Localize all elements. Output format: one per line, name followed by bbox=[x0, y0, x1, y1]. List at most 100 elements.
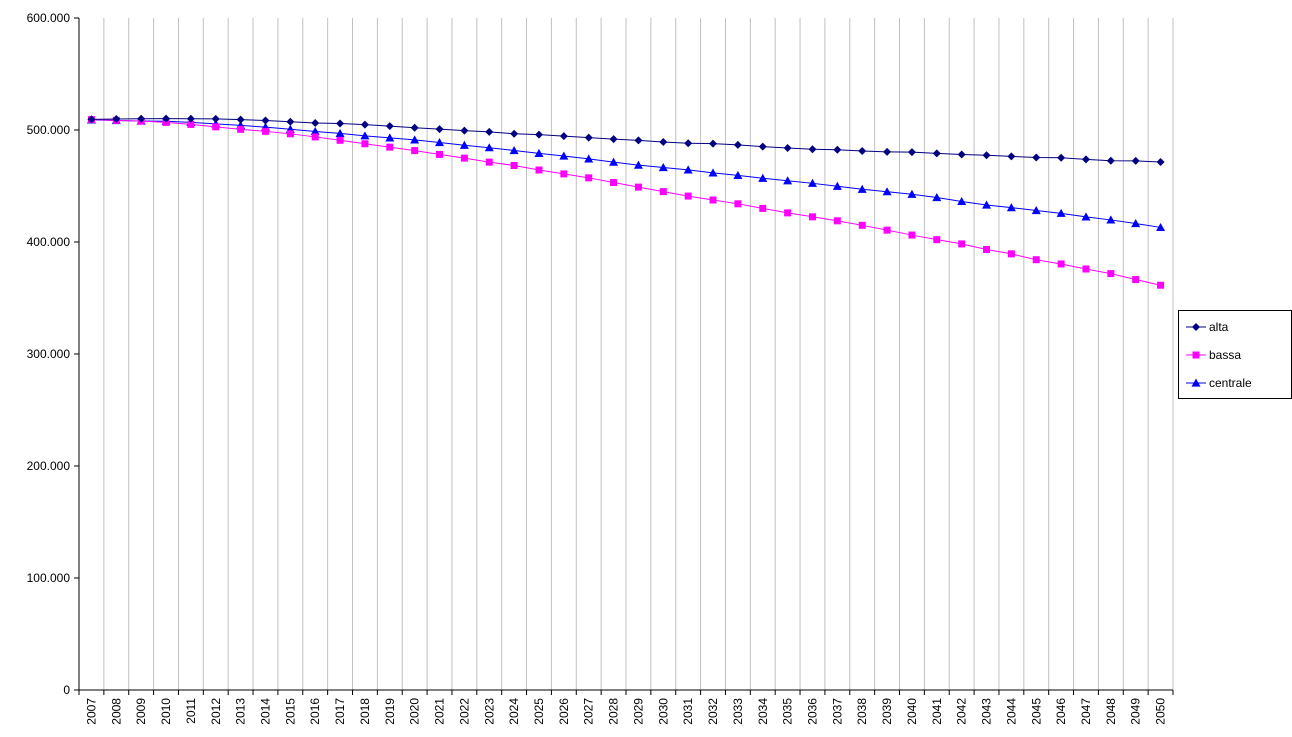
data-point-centrale bbox=[410, 135, 420, 144]
data-point-centrale bbox=[1031, 206, 1041, 215]
data-point-bassa bbox=[386, 143, 394, 151]
x-tick-label: 2017 bbox=[333, 698, 347, 725]
data-point-centrale bbox=[1131, 219, 1141, 228]
data-point-bassa bbox=[460, 154, 468, 162]
x-tick-label: 2038 bbox=[855, 698, 869, 725]
x-tick-label: 2023 bbox=[482, 698, 496, 725]
data-point-centrale bbox=[609, 157, 619, 166]
plot-area: 0 100.000 200.000 300.000 400.000 500.000 600.… bbox=[27, 11, 1174, 725]
data-point-alta bbox=[609, 135, 618, 144]
data-point-bassa bbox=[237, 125, 245, 133]
data-point-alta bbox=[907, 148, 916, 157]
data-point-alta bbox=[709, 139, 718, 148]
data-point-bassa bbox=[908, 231, 916, 239]
data-point-bassa bbox=[833, 217, 841, 225]
x-tick-label: 2029 bbox=[631, 698, 645, 725]
data-point-centrale bbox=[832, 181, 842, 190]
x-tick-label: 2046 bbox=[1054, 698, 1068, 725]
x-tick-label: 2014 bbox=[258, 698, 272, 725]
data-point-alta bbox=[87, 115, 96, 124]
data-point-centrale bbox=[1106, 215, 1116, 224]
data-point-centrale bbox=[857, 184, 867, 193]
y-tick-label: 600.000 bbox=[27, 11, 71, 25]
x-tick-label: 2024 bbox=[507, 698, 521, 725]
data-point-alta bbox=[360, 120, 369, 129]
data-point-alta bbox=[883, 147, 892, 156]
y-tick-label: 100.000 bbox=[27, 571, 71, 585]
data-point-alta bbox=[1081, 155, 1090, 164]
data-point-bassa bbox=[784, 209, 792, 217]
x-tick-label: 2009 bbox=[134, 698, 148, 725]
data-point-alta bbox=[162, 114, 171, 123]
data-point-alta bbox=[659, 137, 668, 146]
data-point-bassa bbox=[485, 158, 493, 166]
data-point-bassa bbox=[734, 200, 742, 208]
x-tick-label: 2041 bbox=[930, 698, 944, 725]
x-tick-label: 2047 bbox=[1079, 698, 1093, 725]
data-point-alta bbox=[410, 123, 419, 132]
data-point-alta bbox=[932, 149, 941, 158]
x-tick-label: 2035 bbox=[781, 698, 795, 725]
x-tick-label: 2011 bbox=[184, 698, 198, 724]
legend: alta bassa centrale bbox=[1178, 310, 1292, 399]
data-point-alta bbox=[435, 125, 444, 134]
x-tick-label: 2043 bbox=[980, 698, 994, 725]
data-point-alta bbox=[833, 145, 842, 154]
legend-item-bassa: bassa bbox=[1186, 348, 1241, 362]
data-point-bassa bbox=[610, 179, 618, 187]
x-tick-label: 2008 bbox=[109, 698, 123, 725]
data-point-bassa bbox=[1082, 265, 1090, 273]
data-point-centrale bbox=[484, 143, 494, 152]
data-point-bassa bbox=[883, 226, 891, 234]
data-point-centrale bbox=[360, 131, 370, 140]
data-point-bassa bbox=[286, 130, 294, 138]
x-tick-label: 2019 bbox=[383, 698, 397, 725]
x-tick-label: 2036 bbox=[805, 698, 819, 725]
data-point-bassa bbox=[808, 213, 816, 221]
data-point-alta bbox=[1156, 158, 1165, 167]
data-point-centrale bbox=[310, 126, 320, 136]
data-point-alta bbox=[634, 136, 643, 145]
data-point-centrale bbox=[683, 165, 693, 174]
x-tick-label: 2048 bbox=[1104, 698, 1118, 725]
data-point-bassa bbox=[1007, 250, 1015, 258]
data-point-alta bbox=[385, 122, 394, 131]
legend-item-alta: alta bbox=[1186, 320, 1229, 334]
data-point-centrale bbox=[957, 196, 967, 206]
data-point-centrale bbox=[982, 200, 992, 209]
data-point-centrale bbox=[1081, 212, 1091, 221]
data-point-alta bbox=[1032, 153, 1041, 162]
data-point-alta bbox=[559, 132, 568, 141]
x-tick-label: 2040 bbox=[905, 698, 919, 725]
x-tick-label: 2031 bbox=[681, 698, 695, 725]
y-tick-label: 300.000 bbox=[27, 347, 71, 361]
data-point-bassa bbox=[1032, 256, 1040, 264]
x-tick-label: 2030 bbox=[656, 698, 670, 725]
x-tick-label: 2049 bbox=[1129, 698, 1143, 725]
data-point-alta bbox=[311, 118, 320, 127]
data-point-centrale bbox=[584, 154, 594, 163]
x-tick-label: 2039 bbox=[880, 698, 894, 725]
legend-label-centrale: centrale bbox=[1209, 376, 1252, 390]
data-point-alta bbox=[510, 129, 519, 138]
data-point-bassa bbox=[336, 136, 344, 144]
x-tick-label: 2050 bbox=[1154, 698, 1168, 725]
x-tick-label: 2020 bbox=[408, 698, 422, 725]
data-point-bassa bbox=[510, 162, 518, 170]
data-point-alta bbox=[808, 145, 817, 154]
series-line-alta bbox=[91, 118, 1161, 163]
data-point-bassa bbox=[560, 170, 568, 178]
data-point-centrale bbox=[385, 133, 395, 142]
data-point-bassa bbox=[1157, 281, 1165, 289]
data-point-bassa bbox=[1132, 276, 1140, 284]
x-tick-label: 2044 bbox=[1004, 698, 1018, 725]
data-point-centrale bbox=[807, 178, 817, 187]
data-point-alta bbox=[211, 114, 220, 123]
data-point-centrale bbox=[882, 187, 892, 196]
data-point-alta bbox=[286, 117, 295, 126]
data-point-alta bbox=[1106, 156, 1115, 165]
data-point-bassa bbox=[311, 133, 319, 141]
data-point-alta bbox=[336, 119, 345, 128]
data-point-bassa bbox=[535, 166, 543, 174]
x-tick-label: 2028 bbox=[607, 698, 621, 725]
